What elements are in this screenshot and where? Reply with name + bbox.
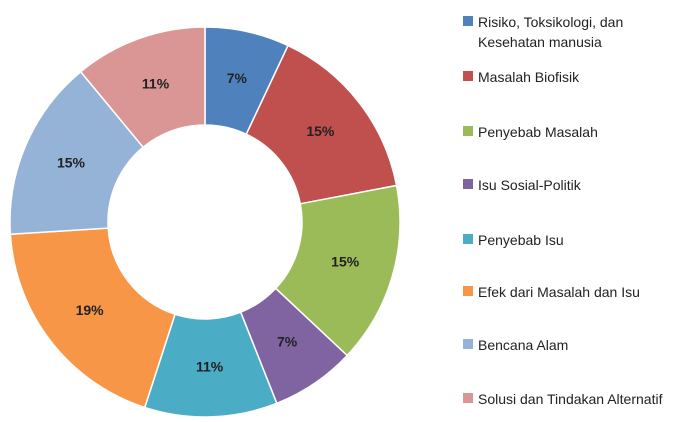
data-label: 19% [76, 302, 105, 318]
legend-swatch [463, 179, 473, 189]
legend-swatch [463, 339, 473, 349]
legend-label: Efek dari Masalah dan Isu [478, 284, 640, 300]
legend-swatch [463, 393, 473, 403]
data-label: 7% [227, 70, 248, 86]
legend-item: Isu Sosial-Politik [463, 175, 663, 195]
legend-item: Efek dari Masalah dan Isu [463, 282, 663, 302]
legend-swatch [463, 234, 473, 244]
legend-item: Solusi dan Tindakan Alternatif [463, 389, 663, 409]
legend-item: Bencana Alam [463, 335, 663, 355]
legend-label: Penyebab Isu [478, 232, 564, 248]
legend-label: Risiko, Toksikologi, dan Kesehatan manus… [478, 14, 624, 50]
legend-label: Masalah Biofisik [478, 69, 580, 85]
legend-label: Isu Sosial-Politik [478, 177, 581, 193]
legend-label: Solusi dan Tindakan Alternatif [478, 391, 663, 407]
legend-swatch [463, 71, 473, 81]
donut-slice [9, 227, 176, 409]
data-label: 7% [277, 333, 298, 349]
data-label: 15% [57, 155, 86, 171]
legend-swatch [463, 126, 473, 136]
legend-item: Penyebab Masalah [463, 122, 663, 142]
legend-swatch [463, 16, 473, 26]
legend-item: Penyebab Isu [463, 230, 663, 250]
legend-item: Risiko, Toksikologi, dan Kesehatan manus… [463, 12, 663, 52]
data-label: 15% [331, 253, 360, 269]
data-label: 15% [306, 123, 335, 139]
data-label: 11% [142, 75, 170, 91]
legend-label: Bencana Alam [478, 337, 569, 353]
legend-swatch [463, 286, 473, 296]
data-label: 11% [196, 359, 224, 375]
donut-slice [79, 26, 206, 149]
legend-label: Penyebab Masalah [478, 124, 598, 140]
legend-item: Masalah Biofisik [463, 67, 663, 87]
